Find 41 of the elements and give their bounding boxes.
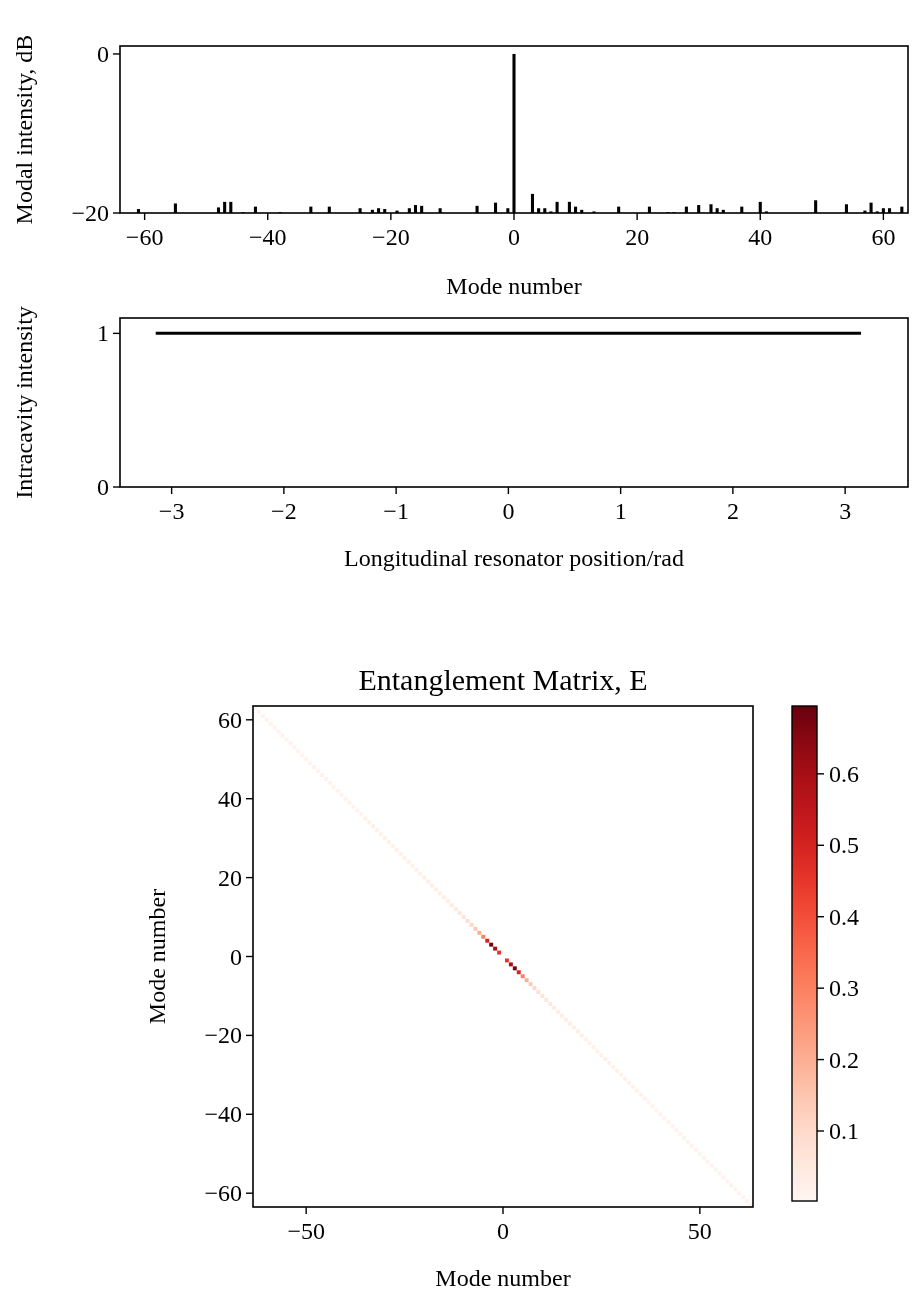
x-tick-label: −2 [271, 498, 297, 524]
x-tick-label: 0 [497, 1218, 509, 1244]
y-tick-label: 1 [97, 320, 109, 347]
y-axis-title: Mode number [144, 888, 170, 1025]
x-axis-title: Longitudinal resonator position/rad [344, 545, 684, 571]
y-tick-label: −20 [71, 200, 109, 226]
x-tick-label: 40 [748, 224, 773, 250]
color-bar-label: 0.1 [829, 1118, 859, 1144]
x-tick-label: 0 [502, 498, 515, 524]
x-tick-label: 0 [508, 224, 520, 250]
color-bar-label: 0.4 [829, 903, 859, 930]
x-tick-label: −1 [383, 498, 409, 524]
y-tick-label: −60 [204, 1180, 242, 1207]
y-tick-label: −20 [204, 1022, 242, 1049]
y-tick-label: −40 [204, 1101, 242, 1128]
x-tick-label: −3 [158, 498, 185, 524]
x-axis-title: Mode number [435, 1265, 571, 1291]
y-tick-label: 0 [97, 474, 109, 500]
y-tick-label: 60 [218, 706, 242, 733]
x-tick-label: 3 [839, 498, 852, 524]
x-tick-label: 50 [687, 1218, 712, 1244]
color-bar-label: 0.5 [829, 832, 859, 859]
color-bar-label: 0.6 [829, 760, 859, 787]
color-bar-label: 0.2 [829, 1046, 859, 1073]
x-tick-label: 60 [871, 224, 896, 250]
x-tick-label: −40 [248, 224, 287, 250]
color-bar-label: 0.3 [829, 975, 859, 1002]
x-tick-label: −60 [125, 224, 164, 250]
x-tick-label: −50 [287, 1218, 325, 1244]
y-tick-label: 0 [230, 943, 242, 970]
y-tick-label: 0 [97, 40, 109, 67]
y-axis-title: Modal intensity, dB [11, 34, 37, 225]
y-axis-title: Intracavity intensity [11, 306, 37, 499]
x-tick-label: 20 [625, 224, 650, 250]
y-tick-label: 40 [218, 785, 242, 812]
x-axis-title: Mode number [446, 273, 582, 299]
y-tick-label: 20 [218, 864, 242, 891]
x-tick-label: 1 [614, 498, 627, 524]
x-tick-label: 2 [726, 498, 739, 524]
x-tick-label: −20 [372, 224, 410, 250]
chart-title: Entanglement Matrix, E [358, 663, 648, 696]
